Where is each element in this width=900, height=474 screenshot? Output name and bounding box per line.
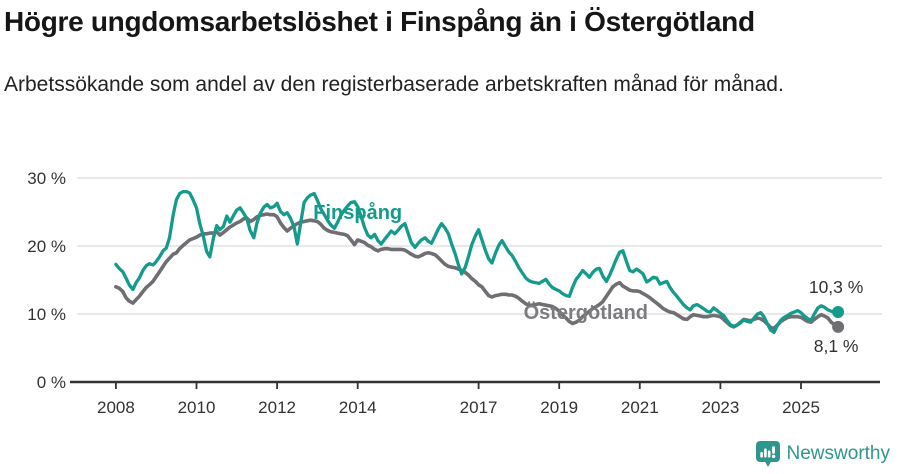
y-tick-label: 0 % bbox=[37, 373, 66, 392]
page-title: Högre ungdomsarbetslöshet i Finspång än … bbox=[4, 6, 755, 37]
x-tick-label: 2014 bbox=[339, 398, 377, 417]
series-end-label-finspang: 10,3 % bbox=[809, 277, 863, 297]
x-tick-label: 2019 bbox=[540, 398, 578, 417]
x-tick-label: 2021 bbox=[621, 398, 659, 417]
x-tick-label: 2012 bbox=[258, 398, 296, 417]
series-end-label-ostergotland: 8,1 % bbox=[814, 336, 859, 356]
x-tick-label: 2025 bbox=[782, 398, 820, 417]
x-tick-label: 2008 bbox=[97, 398, 135, 417]
series-name-label-ostergotland: Östergötland bbox=[524, 301, 648, 324]
y-tick-label: 30 % bbox=[27, 169, 66, 188]
brand-name: Newsworthy bbox=[786, 443, 890, 464]
x-tick-label: 2017 bbox=[460, 398, 498, 417]
series-end-dot-finspang bbox=[832, 306, 845, 318]
newsworthy-logo-icon bbox=[755, 441, 780, 467]
y-tick-label: 20 % bbox=[27, 237, 66, 256]
series-line-ostergotland bbox=[114, 212, 840, 331]
page-subtitle: Arbetssökande som andel av den registerb… bbox=[4, 73, 784, 96]
y-tick-label: 10 % bbox=[27, 305, 66, 324]
series-line-finspang bbox=[114, 189, 840, 335]
series-end-dot-ostergotland bbox=[832, 320, 845, 333]
brand-footer: Newsworthy bbox=[755, 441, 890, 467]
x-tick-label: 2010 bbox=[178, 398, 216, 417]
series-name-label-finspang: Finspång bbox=[313, 201, 402, 224]
x-tick-label: 2023 bbox=[701, 398, 739, 417]
